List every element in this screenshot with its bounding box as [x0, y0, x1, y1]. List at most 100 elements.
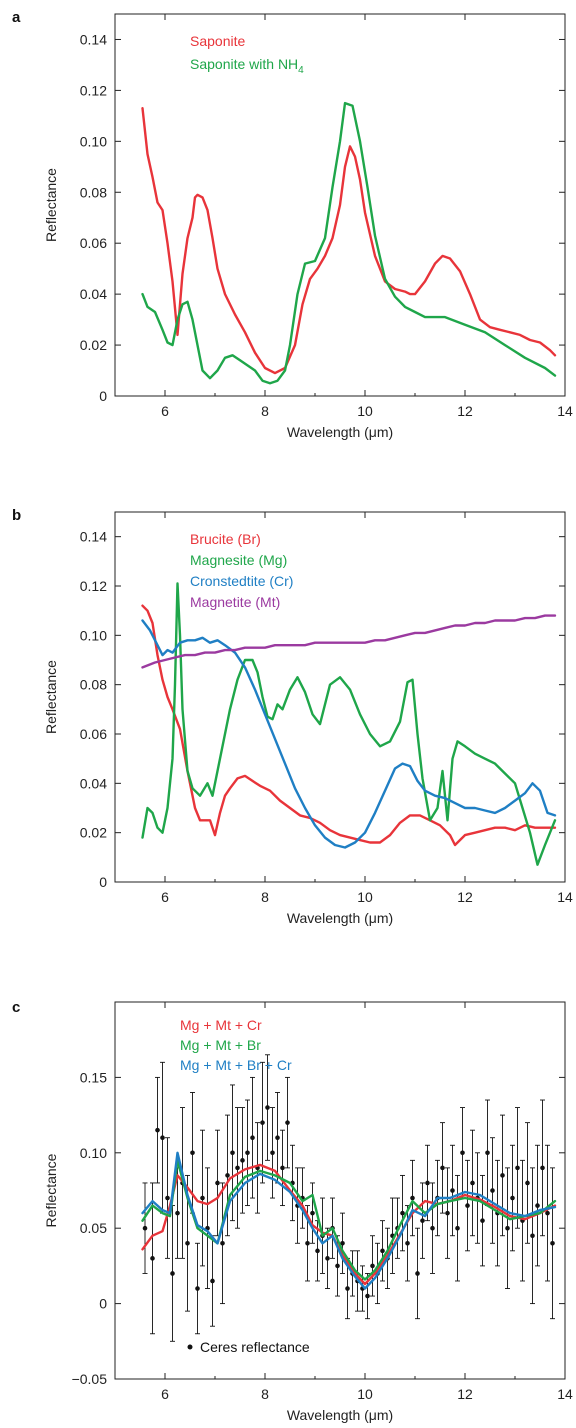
legend-entry: Saponite — [190, 33, 245, 49]
data-point — [200, 1195, 205, 1201]
data-point — [500, 1173, 505, 1178]
data-point — [325, 1256, 330, 1261]
data-point — [460, 1150, 465, 1156]
data-point — [260, 1120, 265, 1125]
x-tick-label: 6 — [161, 1386, 169, 1402]
data-point — [415, 1271, 420, 1276]
data-point — [240, 1158, 245, 1163]
x-tick-label: 14 — [557, 1386, 573, 1402]
data-point — [400, 1210, 405, 1216]
x-tick-label: 14 — [557, 403, 573, 419]
x-tick-label: 12 — [457, 403, 473, 419]
data-point — [235, 1165, 240, 1171]
data-point — [170, 1271, 175, 1276]
y-tick-label: 0.14 — [80, 31, 107, 47]
y-tick-label: 0.12 — [80, 578, 107, 594]
data-point — [485, 1150, 490, 1156]
data-point — [445, 1210, 450, 1216]
data-point — [280, 1165, 285, 1171]
x-tick-label: 10 — [357, 403, 373, 419]
panel-letter: c — [12, 999, 20, 1016]
data-point — [410, 1195, 415, 1201]
data-point — [340, 1240, 345, 1246]
x-tick-label: 12 — [457, 889, 473, 905]
data-point — [315, 1248, 320, 1254]
data-point — [195, 1286, 200, 1291]
data-point — [160, 1135, 165, 1141]
y-tick-label: 0.04 — [80, 775, 107, 791]
data-point — [215, 1180, 220, 1186]
plot-frame — [114, 511, 566, 883]
data-point — [155, 1127, 160, 1133]
data-point — [225, 1173, 230, 1178]
data-point — [505, 1225, 510, 1231]
y-tick-label: 0.10 — [80, 133, 107, 149]
x-tick-label: 10 — [357, 1386, 373, 1402]
y-tick-label: 0.02 — [80, 825, 107, 841]
plot-frame — [114, 13, 566, 397]
data-point — [420, 1218, 425, 1223]
x-tick-label: 8 — [261, 1386, 269, 1402]
data-point — [425, 1180, 430, 1186]
x-axis-title: Wavelength (μm) — [287, 910, 393, 926]
series-line-saponite-with-nh4 — [141, 101, 557, 385]
data-point — [245, 1150, 250, 1156]
y-tick-label: 0.02 — [80, 337, 107, 353]
data-point — [142, 1225, 148, 1231]
data-point — [550, 1240, 555, 1246]
data-point — [250, 1135, 255, 1141]
y-tick-label: 0 — [99, 1296, 107, 1312]
y-tick-label: 0.08 — [80, 184, 107, 200]
data-point — [220, 1240, 225, 1246]
x-axis-title: Wavelength (μm) — [287, 424, 393, 440]
panel-letter: b — [12, 507, 21, 524]
legend-entry: Mg + Mt + Cr — [180, 1017, 262, 1033]
x-tick-label: 12 — [457, 1386, 473, 1402]
panel-letter: a — [12, 9, 21, 26]
y-tick-label: 0.08 — [80, 677, 107, 693]
legend-entry: Cronstedtite (Cr) — [190, 573, 293, 589]
x-tick-label: 6 — [161, 889, 169, 905]
series-line-mg-mt-br — [141, 1159, 557, 1281]
series-line-magnesite-mg — [141, 582, 557, 866]
data-point — [310, 1210, 315, 1216]
panel-a: a 6 8 10 12 14 0 0.02 0.04 0.06 0.08 0.10 0.12 0.14 Wa… — [12, 9, 573, 440]
data-point — [190, 1150, 195, 1156]
series-line-mg-mt-br-cr — [141, 1151, 557, 1290]
series-line-saponite — [141, 107, 557, 375]
data-point — [450, 1188, 455, 1193]
data-point — [525, 1180, 530, 1186]
data-point — [535, 1203, 540, 1208]
data-point — [540, 1165, 545, 1171]
y-tick-label: 0.10 — [80, 627, 107, 643]
y-tick-label: 0.14 — [80, 529, 107, 545]
panel-c: c 6 8 10 12 14 −0.05 0 0.05 0.10 0.15 Wavelength (μ… — [12, 999, 573, 1423]
data-point — [285, 1120, 290, 1125]
y-tick-label: 0.06 — [80, 726, 107, 742]
data-point — [275, 1135, 280, 1141]
y-axis-title: Reflectance — [43, 1153, 59, 1227]
panel-b: b 6 8 10 12 14 0 0.02 0.04 0.06 0.08 0.10 0.12 0.14 Wa… — [12, 507, 573, 926]
data-point — [345, 1286, 350, 1291]
ceres-data-points — [142, 1054, 555, 1342]
x-tick-label: 14 — [557, 889, 573, 905]
y-tick-label: 0.12 — [80, 82, 107, 98]
data-point — [405, 1240, 410, 1246]
x-tick-label: 6 — [161, 403, 169, 419]
data-point — [510, 1195, 515, 1201]
series-line-magnetite-mt — [141, 614, 557, 669]
data-point — [515, 1165, 520, 1171]
data-point — [265, 1105, 270, 1110]
data-point — [185, 1240, 190, 1246]
series-line-cronstedtite-cr — [141, 619, 557, 849]
data-point — [530, 1233, 535, 1239]
data-point — [440, 1165, 445, 1171]
data-point — [150, 1256, 155, 1261]
legend-entry: Mg + Mt + Br — [180, 1037, 261, 1053]
data-point — [165, 1195, 170, 1201]
y-tick-label: 0.06 — [80, 235, 107, 251]
data-point — [430, 1225, 435, 1231]
data-point — [365, 1293, 370, 1299]
data-point — [230, 1150, 235, 1156]
